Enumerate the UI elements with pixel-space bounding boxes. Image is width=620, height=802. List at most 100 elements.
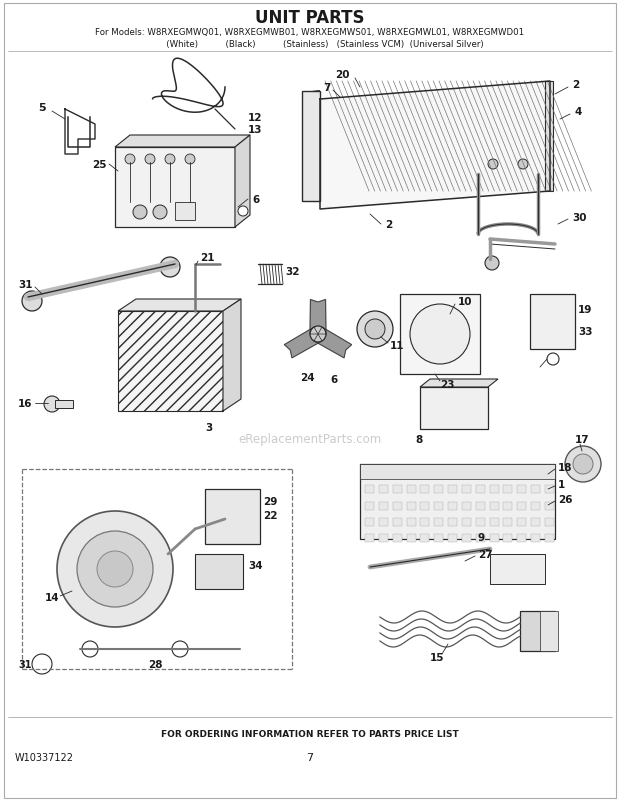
Bar (55, 400, 73, 408)
Bar (420, 534, 430, 542)
Text: 28: 28 (148, 659, 162, 669)
Bar (517, 518, 526, 526)
Bar (175, 203, 195, 221)
Bar (434, 534, 443, 542)
Bar (517, 534, 526, 542)
Bar (365, 469, 374, 477)
Circle shape (44, 396, 60, 412)
Text: 6: 6 (252, 195, 259, 205)
Bar (545, 486, 554, 494)
Text: 14: 14 (45, 592, 60, 602)
Polygon shape (285, 328, 322, 358)
Bar (545, 518, 554, 526)
Bar (365, 502, 374, 510)
Bar (517, 502, 526, 510)
Text: 13: 13 (248, 125, 262, 135)
Circle shape (125, 155, 135, 164)
Bar (462, 518, 471, 526)
Text: 20: 20 (335, 70, 350, 80)
Text: 7: 7 (306, 752, 314, 762)
Bar (531, 469, 540, 477)
Bar (360, 464, 555, 480)
Bar (195, 554, 243, 589)
Bar (531, 486, 540, 494)
Bar (407, 518, 415, 526)
Bar (490, 518, 498, 526)
Bar (448, 486, 457, 494)
Text: 27: 27 (478, 549, 493, 559)
Text: W10337122: W10337122 (15, 752, 74, 762)
Text: 2: 2 (385, 220, 392, 229)
Bar (545, 534, 554, 542)
Polygon shape (420, 379, 498, 387)
Bar (545, 502, 554, 510)
Polygon shape (115, 136, 250, 148)
Bar (302, 92, 320, 202)
Bar (392, 469, 402, 477)
Text: 18: 18 (558, 463, 572, 472)
Text: 31: 31 (18, 659, 32, 669)
Bar (462, 486, 471, 494)
Bar (448, 502, 457, 510)
Text: 7: 7 (323, 83, 330, 93)
Bar (490, 469, 498, 477)
Bar (205, 489, 260, 545)
Text: 1: 1 (558, 480, 565, 489)
Text: 26: 26 (558, 494, 572, 504)
Text: 4: 4 (575, 107, 582, 117)
Circle shape (573, 455, 593, 475)
Circle shape (133, 206, 147, 220)
Text: 21: 21 (200, 253, 215, 263)
Circle shape (310, 326, 326, 342)
Circle shape (485, 257, 499, 270)
Bar (448, 469, 457, 477)
Bar (434, 502, 443, 510)
Bar (531, 502, 540, 510)
Circle shape (153, 206, 167, 220)
Bar (531, 534, 540, 542)
Text: 3: 3 (205, 423, 212, 432)
Bar (462, 469, 471, 477)
Text: 31: 31 (18, 280, 32, 290)
Text: 16: 16 (18, 399, 32, 408)
Circle shape (357, 312, 393, 347)
Bar (490, 486, 498, 494)
Bar (490, 534, 498, 542)
Bar (420, 502, 430, 510)
Circle shape (565, 447, 601, 482)
Bar (476, 518, 485, 526)
Text: 19: 19 (578, 305, 592, 314)
Text: FOR ORDERING INFORMATION REFER TO PARTS PRICE LIST: FOR ORDERING INFORMATION REFER TO PARTS … (161, 730, 459, 739)
Bar (420, 518, 430, 526)
Bar (462, 534, 471, 542)
Text: 8: 8 (415, 435, 422, 444)
Bar (407, 502, 415, 510)
Circle shape (77, 532, 153, 607)
Bar (530, 294, 575, 350)
Text: (White)          (Black)          (Stainless)   (Stainless VCM)  (Universal Silv: (White) (Black) (Stainless) (Stainless V… (136, 40, 484, 50)
Circle shape (145, 155, 155, 164)
Bar (379, 518, 388, 526)
Bar (503, 486, 513, 494)
Bar (476, 469, 485, 477)
Polygon shape (118, 300, 241, 312)
Bar (490, 554, 545, 585)
Bar (420, 469, 430, 477)
Bar (400, 294, 480, 375)
Bar (392, 486, 402, 494)
Text: eReplacementParts.com: eReplacementParts.com (238, 433, 382, 446)
Circle shape (165, 155, 175, 164)
Text: 6: 6 (330, 375, 337, 384)
Bar (434, 486, 443, 494)
Circle shape (160, 257, 180, 277)
Bar (379, 486, 388, 494)
Bar (545, 469, 554, 477)
Polygon shape (310, 300, 326, 334)
Bar (434, 469, 443, 477)
Bar (392, 518, 402, 526)
Circle shape (82, 642, 98, 657)
Circle shape (410, 305, 470, 365)
Text: 24: 24 (300, 373, 314, 383)
Bar (392, 534, 402, 542)
Bar (420, 387, 488, 429)
